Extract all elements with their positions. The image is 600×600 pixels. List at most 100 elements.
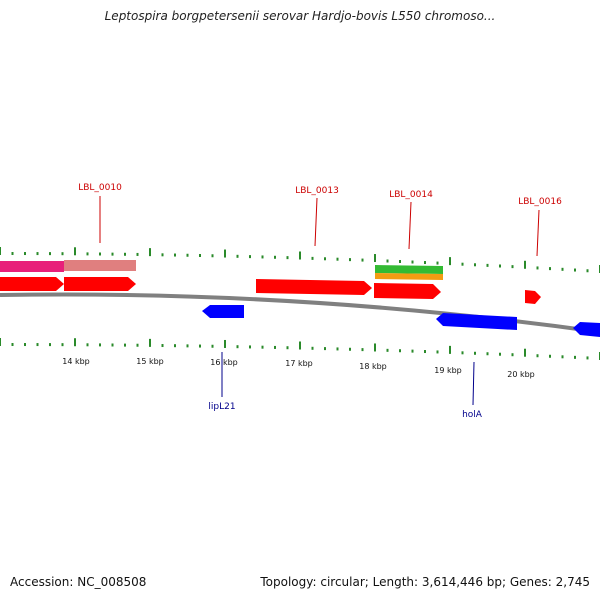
- gene-arrow-forward[interactable]: [0, 277, 64, 291]
- minor-tick: [574, 268, 576, 272]
- major-tick: [449, 257, 451, 266]
- minor-tick: [236, 254, 239, 258]
- feature-green[interactable]: [375, 265, 443, 274]
- minor-tick: [424, 350, 426, 354]
- minor-tick: [36, 252, 39, 256]
- forward-gene-track: [0, 277, 541, 304]
- label-holA[interactable]: holA: [462, 410, 483, 420]
- major-tick: [374, 254, 376, 263]
- minor-tick: [186, 253, 189, 257]
- label-LBL_0013[interactable]: LBL_0013: [295, 186, 339, 196]
- minor-tick: [236, 345, 239, 349]
- minor-tick: [424, 261, 426, 265]
- minor-tick: [199, 344, 201, 348]
- minor-tick: [211, 254, 214, 258]
- minor-tick: [11, 252, 14, 256]
- gene-arrow-LBL_0014[interactable]: [374, 283, 441, 299]
- major-tick: [74, 338, 76, 347]
- minor-tick: [86, 343, 89, 347]
- top-tick-track: [0, 247, 600, 273]
- minor-tick: [286, 346, 289, 350]
- major-tick: [524, 348, 526, 357]
- minor-tick: [274, 345, 276, 349]
- scale-labels: 14 kbp 15 kbp 16 kbp 17 kbp 18 kbp 19 kb…: [62, 357, 535, 379]
- leader-LBL_0014: [408, 201, 412, 250]
- minor-tick: [561, 355, 564, 359]
- feature-magenta[interactable]: [0, 261, 64, 272]
- minor-tick: [274, 255, 276, 259]
- gene-arrow-holA[interactable]: [436, 313, 517, 330]
- minor-tick: [324, 257, 326, 261]
- upper-feature-track: [0, 260, 443, 280]
- major-tick: [299, 251, 301, 260]
- minor-tick: [499, 352, 501, 356]
- minor-tick: [499, 264, 501, 268]
- gene-arrow-LBL_0010[interactable]: [64, 277, 136, 291]
- scale-label: 17 kbp: [285, 359, 313, 368]
- leader-holA: [472, 361, 475, 406]
- minor-tick: [336, 257, 339, 261]
- minor-tick: [261, 255, 264, 259]
- minor-tick: [99, 343, 101, 347]
- minor-tick: [411, 260, 414, 264]
- scale-label: 18 kbp: [359, 362, 387, 371]
- label-LBL_0014[interactable]: LBL_0014: [389, 190, 433, 200]
- gene-arrow-LBL_0013[interactable]: [256, 279, 372, 295]
- minor-tick: [211, 344, 214, 348]
- accession-text: Accession: NC_008508: [10, 575, 147, 589]
- minor-tick: [361, 348, 364, 352]
- minor-tick: [324, 347, 326, 351]
- leader-LBL_0013: [314, 197, 318, 247]
- minor-tick: [386, 348, 389, 352]
- minor-tick: [436, 261, 439, 265]
- minor-tick: [311, 256, 314, 260]
- label-LBL_0010[interactable]: LBL_0010: [78, 183, 122, 193]
- minor-tick: [386, 259, 389, 263]
- minor-tick: [399, 349, 401, 353]
- minor-tick: [136, 252, 139, 256]
- scale-label: 16 kbp: [210, 358, 238, 367]
- minor-tick: [311, 346, 314, 350]
- gene-arrow-reverse-edge[interactable]: [573, 322, 600, 337]
- minor-tick: [111, 252, 114, 256]
- minor-tick: [574, 355, 576, 359]
- reverse-gene-track: [202, 305, 600, 337]
- minor-tick: [49, 252, 51, 256]
- minor-tick: [336, 347, 339, 351]
- minor-tick: [436, 350, 439, 354]
- gene-arrow-LBL_0016[interactable]: [525, 290, 541, 304]
- minor-tick: [349, 258, 351, 262]
- bottom-tick-track: [0, 338, 600, 360]
- minor-tick: [549, 267, 551, 271]
- minor-tick: [511, 265, 514, 269]
- minor-tick: [124, 343, 126, 347]
- minor-tick: [411, 349, 414, 353]
- map-title: Leptospira borgpetersenii serovar Hardjo…: [104, 9, 496, 23]
- minor-tick: [24, 252, 26, 256]
- minor-tick: [586, 269, 589, 273]
- minor-tick: [474, 351, 476, 355]
- feature-salmon[interactable]: [64, 260, 136, 271]
- major-tick: [224, 249, 226, 258]
- label-LBL_0016[interactable]: LBL_0016: [518, 197, 562, 207]
- major-tick: [449, 345, 451, 354]
- scale-label: 14 kbp: [62, 357, 90, 366]
- label-leaders: [99, 196, 540, 406]
- minor-tick: [474, 263, 476, 267]
- minor-tick: [99, 252, 101, 256]
- minor-tick: [36, 343, 39, 347]
- minor-tick: [461, 351, 464, 355]
- minor-tick: [361, 258, 364, 262]
- minor-tick: [549, 354, 551, 358]
- gene-arrow-lipL21[interactable]: [202, 305, 244, 318]
- minor-tick: [161, 253, 164, 257]
- minor-tick: [86, 252, 89, 256]
- label-lipL21[interactable]: lipL21: [208, 402, 235, 412]
- major-tick: [149, 248, 151, 257]
- minor-tick: [249, 345, 251, 349]
- minor-tick: [349, 347, 351, 351]
- feature-orange[interactable]: [375, 273, 443, 280]
- minor-tick: [486, 263, 489, 267]
- minor-tick: [261, 345, 264, 349]
